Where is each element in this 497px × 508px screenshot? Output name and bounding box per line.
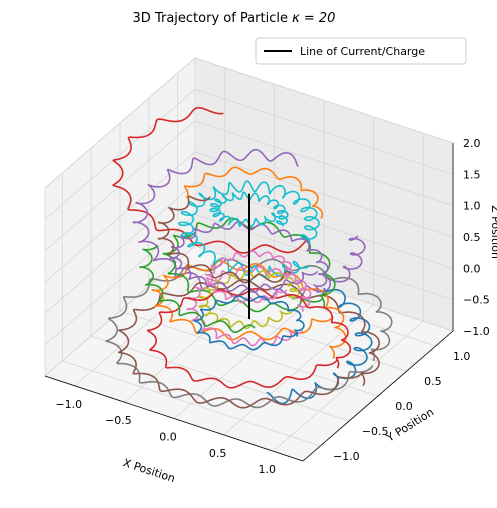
grid-z-back-1: [194, 214, 454, 301]
y-tick-0: −1.0: [333, 450, 360, 463]
trajectory-2: [266, 287, 373, 405]
grid-z-back-2: [194, 182, 454, 269]
trajectory-14: [139, 244, 256, 334]
tick-labels: −1.0−0.50.00.51.0−1.0−0.50.00.51.0−1.0−0…: [55, 137, 489, 476]
y-tick-1: −0.5: [362, 425, 389, 438]
trajectory-8: [186, 265, 312, 347]
y-tick-3: 0.5: [424, 375, 442, 388]
grid-z-back-4: [194, 120, 454, 207]
x-tick-2: 0.0: [159, 431, 177, 444]
legend-label: Line of Current/Charge: [300, 45, 425, 58]
chart-title-kappa: κ = 20: [292, 11, 335, 26]
z-tick-4: 1.0: [463, 200, 481, 213]
trajectory-13: [183, 166, 324, 219]
z-tick-3: 0.5: [463, 231, 481, 244]
grid-z-back-6: [194, 57, 454, 144]
y-tick-4: 1.0: [453, 350, 471, 363]
grid-y-floor-1: [91, 335, 350, 422]
x-tick-0: −1.0: [55, 398, 82, 411]
grid-z-left-6: [44, 57, 196, 189]
trajectory-5: [151, 260, 347, 359]
grid-z-left-4: [44, 120, 196, 251]
chart-title: 3D Trajectory of Particle κ = 20: [133, 11, 336, 26]
legend: Line of Current/Charge: [255, 37, 467, 65]
grid-z-left-5: [44, 89, 196, 220]
grid-z-back-5: [194, 88, 454, 175]
x-tick-1: −0.5: [105, 414, 132, 427]
trajectory-12: [157, 195, 293, 284]
grid-y-floor-2: [119, 310, 379, 397]
grid-y-floor-0: [62, 360, 321, 447]
trajectory-10: [146, 287, 352, 389]
grid-y-floor-3: [148, 285, 407, 372]
trajectory-0: [112, 106, 307, 254]
x-axis-line: [44, 375, 304, 462]
grid-z-left-3: [44, 151, 196, 283]
z-axis-label: Z Position: [489, 205, 497, 259]
z-tick-6: 2.0: [463, 137, 481, 150]
x-tick-4: 1.0: [258, 463, 276, 476]
y-axis-line: [302, 330, 454, 462]
grid-z-left-2: [44, 183, 196, 314]
trajectory-9: [198, 269, 300, 330]
z-tick-1: −0.5: [463, 294, 490, 307]
z-tick-0: −1.0: [463, 325, 490, 338]
grid-z-back-3: [194, 151, 454, 238]
x-axis-label: X Position: [121, 456, 176, 485]
trajectory-3: [105, 258, 393, 409]
z-tick-2: 0.0: [463, 262, 481, 275]
grid-z-left-0: [44, 245, 196, 377]
legend-frame: [255, 37, 467, 65]
grid-z-left-1: [44, 214, 196, 345]
trajectory-4: [118, 278, 381, 409]
trajectory-16: [193, 295, 305, 351]
chart-title-prefix: 3D Trajectory of Particle: [133, 11, 293, 26]
z-tick-5: 1.5: [463, 168, 481, 181]
x-tick-3: 0.5: [209, 447, 227, 460]
y-tick-2: 0.0: [395, 400, 413, 413]
